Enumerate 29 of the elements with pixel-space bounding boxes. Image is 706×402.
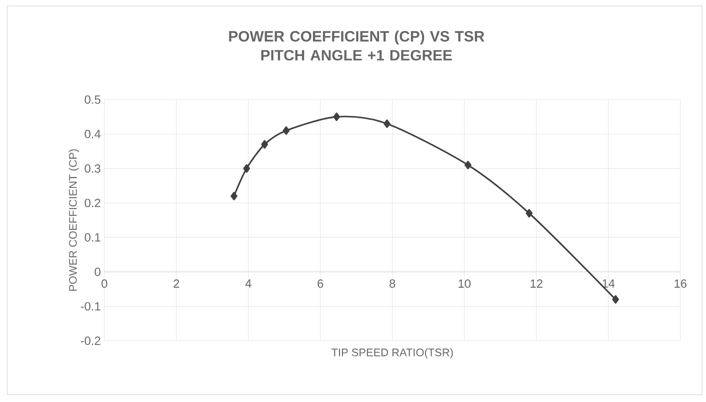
x-tick-label: 14 [602,279,615,288]
x-tick-label: 2 [174,279,180,288]
y-tick-label: 0 [94,268,100,276]
x-tick-label: 6 [318,279,324,288]
point [526,209,533,218]
point [261,140,268,149]
x-tick-label: 10 [458,279,471,288]
y-tick-label: -0.2 [80,336,100,345]
y-tick-label: 0.4 [84,130,101,138]
y-tick-label: 0.5 [84,95,100,104]
x-tick-label: 4 [245,279,252,288]
x-tick-label: 16 [674,279,686,288]
x-tick-label: 0 [102,279,108,288]
point [384,119,390,128]
x-tick-label: 8 [390,279,396,288]
point [612,295,619,304]
chart-title: POWER COEFFICIENT (CP) VS TSR PITCH ANGLE +1 DEGREE [229,30,484,61]
y-tick-label: -0.1 [80,302,100,311]
x-tick-label: 12 [530,279,542,288]
point [282,126,290,135]
y-axis-title: POWER COEFFICIENT (CP) [68,149,79,291]
point [243,164,250,173]
point [230,192,238,200]
y-tick-label: 0.2 [84,198,100,208]
point [464,160,472,170]
x-axis-title: TIP SPEED RATIO(TSR) [332,348,453,358]
y-tick-label: 0.3 [84,164,100,173]
y-tick-label: 0.1 [84,233,100,242]
point [333,112,340,122]
